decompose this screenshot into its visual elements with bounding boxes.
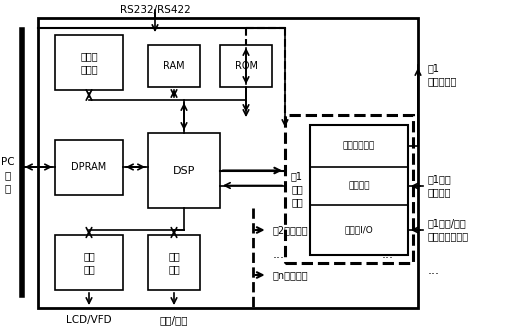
Text: 显示
接口: 显示 接口 [83,251,95,274]
Bar [148,235,200,290]
Bar [220,45,272,87]
Bar [148,133,220,208]
Bar [148,45,200,87]
Bar [285,115,413,263]
Bar [55,35,123,90]
Text: ...: ... [428,263,440,276]
Text: RS232/RS422: RS232/RS422 [120,5,191,15]
Text: 轴2控制电路: 轴2控制电路 [272,225,308,235]
Text: 可扩展I/O: 可扩展I/O [345,225,373,234]
Bar [38,18,418,308]
Text: ROM: ROM [235,61,258,71]
Bar [55,140,123,195]
Text: DPRAM: DPRAM [71,163,106,172]
Text: 串行通
信接口: 串行通 信接口 [80,51,98,74]
Text: 面板
接口: 面板 接口 [168,251,180,274]
Text: 轴1
控制量输出: 轴1 控制量输出 [428,63,457,87]
Text: RAM: RAM [163,61,185,71]
Bar [55,235,123,290]
Text: 轴1
控制
电路: 轴1 控制 电路 [291,171,303,207]
Text: 轴1回零/限位
及其它连接信号: 轴1回零/限位 及其它连接信号 [428,218,469,242]
Text: LCD/VFD: LCD/VFD [66,315,112,325]
Text: ...: ... [382,248,394,261]
Text: 轴n控制电路: 轴n控制电路 [272,270,308,280]
Text: ...: ... [272,248,284,261]
Text: 按钮/开关: 按钮/开关 [160,315,188,325]
Text: 反馈译码: 反馈译码 [348,181,370,190]
Bar [310,125,408,255]
Text: 轴1位置
反馈信号: 轴1位置 反馈信号 [428,174,452,197]
Text: DSP: DSP [173,166,195,175]
Text: PC
总
线: PC 总 线 [1,157,15,193]
Text: 控制输出电路: 控制输出电路 [343,142,375,151]
